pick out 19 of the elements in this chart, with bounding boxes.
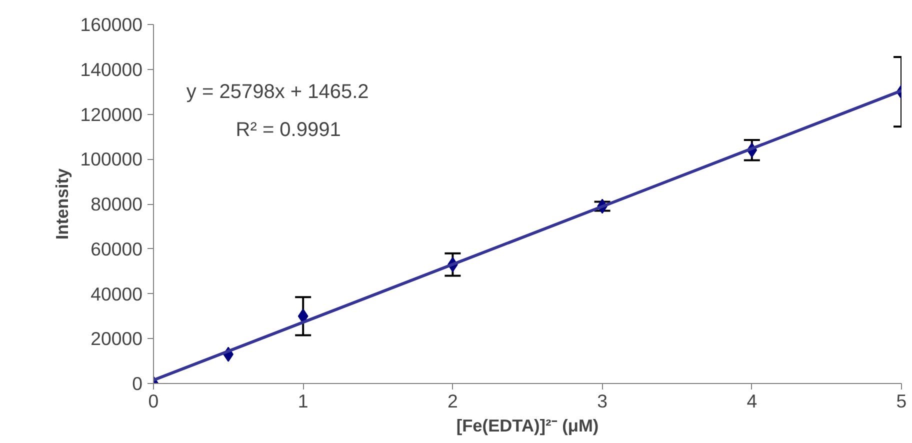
y-tick-label: 60000 (90, 238, 143, 260)
annotation: y = 25798x + 1465.2 (186, 81, 369, 104)
x-tick-label: 4 (746, 390, 758, 412)
y-tick-label: 100000 (80, 148, 143, 170)
x-tick-label: 1 (298, 390, 308, 412)
y-tick-label: 80000 (90, 194, 143, 214)
y-axis-title: Intensity (52, 168, 72, 240)
annotation: R² = 0.9991 (236, 119, 341, 142)
x-tick-label: 3 (597, 390, 608, 412)
x-tick-label: 5 (896, 390, 907, 412)
x-tick-label: 0 (148, 390, 159, 412)
y-tick-label: 20000 (90, 328, 143, 350)
y-tick-label: 160000 (80, 14, 143, 35)
y-tick-label: 120000 (80, 104, 143, 125)
y-tick-label: 140000 (80, 58, 143, 80)
y-tick-label: 40000 (90, 283, 143, 304)
x-tick-label: 2 (448, 390, 458, 412)
y-tick-label: 0 (132, 373, 143, 394)
x-axis-title: [Fe(EDTA)]²⁻ (μM) (456, 416, 599, 436)
